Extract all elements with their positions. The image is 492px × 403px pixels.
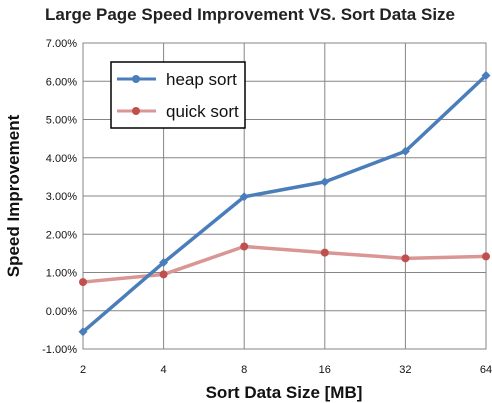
- data-point-quick-sort: [320, 248, 329, 257]
- legend-heap-sort-label: heap sort: [166, 70, 237, 89]
- x-tick-label: 8: [241, 364, 247, 376]
- series-line-heap-sort: [81, 74, 488, 334]
- series-layer: [78, 71, 491, 337]
- x-axis-title: Sort Data Size [MB]: [206, 383, 363, 402]
- x-tick-label: 32: [399, 364, 411, 376]
- legend-box: [110, 61, 246, 129]
- data-point-quick-sort: [79, 278, 87, 287]
- y-tick-label: 0.00%: [46, 306, 77, 318]
- y-tick-label: 5.00%: [46, 115, 77, 127]
- x-tick-label: 4: [161, 364, 167, 376]
- y-tick-label: 6.00%: [46, 76, 77, 88]
- y-tick-label: 7.00%: [46, 38, 77, 50]
- data-point-heap-sort: [320, 177, 330, 187]
- data-point-heap-sort: [159, 258, 169, 268]
- grid-lines: [82, 42, 487, 350]
- y-axis-ticks: -1.00% 0.00% 1.00% 2.00% 3.00% 4.00% 5.00% 6.00…: [42, 38, 77, 356]
- data-point-heap-sort: [78, 327, 88, 337]
- data-point-heap-sort: [400, 146, 410, 156]
- data-point-heap-sort: [481, 71, 491, 81]
- x-tick-label: 2: [80, 364, 86, 376]
- data-point-quick-sort: [482, 252, 490, 261]
- y-tick-label: 2.00%: [46, 229, 77, 241]
- x-axis-ticks: 2 4 8 16 32 64: [80, 364, 492, 376]
- legend: heap sort quick sort: [110, 61, 246, 129]
- x-tick-label: 16: [319, 364, 331, 376]
- data-point-quick-sort: [159, 270, 168, 279]
- y-tick-label: 1.00%: [46, 268, 77, 280]
- y-tick-label: -1.00%: [42, 344, 77, 356]
- y-axis-title: Speed Improvement: [4, 114, 23, 277]
- y-tick-label: 3.00%: [46, 191, 77, 203]
- data-point-quick-sort: [240, 242, 249, 251]
- data-point-heap-sort: [239, 192, 249, 202]
- legend-quick-sort-label: quick sort: [166, 102, 239, 121]
- chart-title: Large Page Speed Improvement VS. Sort Da…: [45, 5, 455, 24]
- x-tick-label: 64: [480, 364, 492, 376]
- legend-heap-sort-marker: [132, 75, 140, 83]
- legend-quick-sort-marker: [132, 107, 140, 115]
- y-tick-label: 4.00%: [46, 153, 77, 165]
- data-point-quick-sort: [401, 254, 410, 263]
